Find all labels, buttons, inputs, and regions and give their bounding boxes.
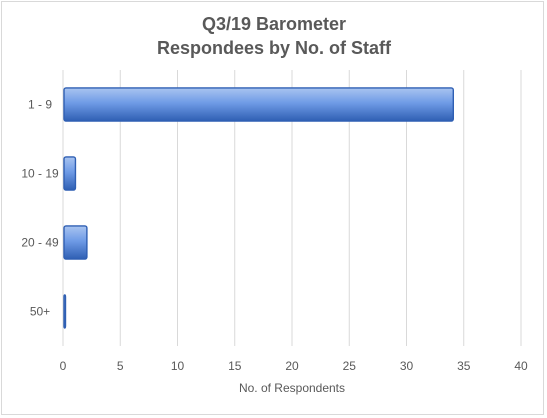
x-tick-label: 10 (171, 359, 185, 373)
x-axis-title: No. of Respondents (239, 381, 345, 395)
y-tick-label: 1 - 9 (28, 98, 52, 112)
y-axis-labels: 1 - 9 10 - 19 20 - 49 50+ (21, 98, 59, 319)
y-tick-label: 10 - 19 (21, 167, 59, 181)
x-tick-label: 5 (117, 359, 124, 373)
x-tick-label: 20 (285, 359, 299, 373)
y-tick-label: 50+ (30, 305, 50, 319)
chart-title-line2: Respondees by No. of Staff (157, 38, 392, 58)
bars (63, 87, 454, 329)
x-axis-labels: 0 5 10 15 20 25 30 35 40 (60, 359, 528, 373)
chart-title-line1: Q3/19 Barometer (202, 14, 346, 34)
x-tick-label: 30 (400, 359, 414, 373)
bar (63, 225, 88, 260)
x-tick-label: 40 (514, 359, 528, 373)
x-tick-label: 0 (60, 359, 67, 373)
x-tick-label: 15 (228, 359, 242, 373)
x-tick-label: 25 (343, 359, 357, 373)
x-tick-label: 35 (457, 359, 471, 373)
bar (63, 156, 77, 191)
bar (63, 294, 67, 329)
y-tick-label: 20 - 49 (21, 236, 59, 250)
bar (63, 87, 454, 122)
